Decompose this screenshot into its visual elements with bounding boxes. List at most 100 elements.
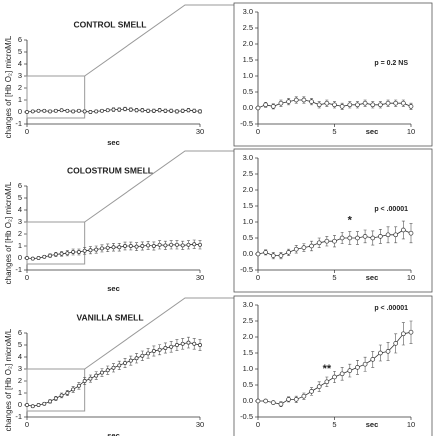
data-point <box>401 331 406 337</box>
data-point <box>82 109 87 114</box>
data-point <box>100 108 104 113</box>
data-point <box>65 251 70 256</box>
y-tick-label: 2.5 <box>243 23 253 32</box>
data-point <box>309 99 314 104</box>
chart-title: COLOSTRUM SMELL <box>67 165 153 175</box>
y-tick-label: 3.0 <box>243 7 253 16</box>
data-point <box>192 242 197 247</box>
data-point <box>71 109 76 114</box>
y-tick-label: -0.5 <box>240 265 253 274</box>
data-point <box>378 234 383 239</box>
y-tick-label: 1.5 <box>243 201 253 210</box>
data-point <box>339 371 345 377</box>
data-point <box>25 110 29 114</box>
data-point <box>76 383 81 388</box>
data-point <box>88 110 93 114</box>
x-tick-label: 5 <box>332 420 336 429</box>
data-point <box>385 232 391 238</box>
y-tick-label: 4 <box>18 59 22 68</box>
data-point <box>117 363 122 368</box>
data-point <box>293 246 299 252</box>
data-point <box>71 250 76 254</box>
data-point <box>30 109 35 114</box>
data-point <box>174 343 179 347</box>
x-tick-label: 0 <box>25 420 29 429</box>
data-point <box>25 403 29 407</box>
data-point <box>123 107 127 111</box>
data-point <box>347 102 353 108</box>
data-point <box>76 108 81 113</box>
data-point <box>123 244 127 248</box>
data-point <box>105 245 110 250</box>
data-point <box>146 351 151 356</box>
data-point <box>128 244 133 248</box>
annotation: p < .00001 <box>374 206 408 213</box>
data-point <box>140 108 145 113</box>
data-point <box>393 100 399 106</box>
data-point <box>48 253 53 258</box>
y-axis-label: changes of [Hb O₂] microM/L <box>4 328 13 431</box>
data-line <box>26 342 201 407</box>
y-tick-label: 2 <box>18 83 22 92</box>
data-point <box>180 341 185 346</box>
data-point <box>192 341 197 346</box>
data-point <box>362 361 368 367</box>
y-tick-label: 0.5 <box>243 380 253 389</box>
data-point <box>278 401 284 407</box>
data-point <box>301 393 307 399</box>
y-tick-label: -1 <box>15 265 22 274</box>
data-point <box>174 109 179 114</box>
x-tick-label: 30 <box>196 127 204 136</box>
data-point <box>157 242 162 247</box>
data-point <box>105 368 110 373</box>
y-tick-label: 2.5 <box>243 169 253 178</box>
data-point <box>36 256 41 260</box>
data-point <box>301 97 307 103</box>
y-tick-label: 4 <box>18 352 22 361</box>
data-point <box>180 243 185 248</box>
data-point <box>82 248 87 253</box>
data-point <box>48 109 53 114</box>
data-point <box>100 370 104 375</box>
y-tick-label: 6 <box>18 328 22 337</box>
y-tick-label: 6 <box>18 35 22 44</box>
y-tick-label: 3.0 <box>243 300 253 309</box>
data-point <box>263 398 268 404</box>
data-point <box>192 108 197 113</box>
data-point <box>186 108 191 113</box>
data-point <box>401 227 406 233</box>
data-point <box>198 242 202 247</box>
y-tick-label: 0.5 <box>243 233 253 242</box>
data-point <box>186 340 191 345</box>
data-point <box>30 256 35 261</box>
x-tick-label: 0 <box>25 127 29 136</box>
significance-marker: * <box>348 214 353 226</box>
panel-frame <box>233 295 433 436</box>
y-tick-label: -1 <box>15 119 22 128</box>
data-point <box>53 108 58 113</box>
data-point <box>174 242 179 247</box>
annotation: p < .00001 <box>374 305 408 312</box>
data-point <box>270 253 276 258</box>
data-point <box>42 254 47 259</box>
data-point <box>186 242 191 247</box>
data-point <box>151 108 156 113</box>
y-tick-label: 1.5 <box>243 55 253 64</box>
data-point <box>370 102 376 108</box>
data-point <box>385 349 391 354</box>
data-point <box>134 244 139 249</box>
y-tick-label: 1 <box>18 388 22 397</box>
data-point <box>111 365 116 370</box>
zoom-box <box>26 221 86 265</box>
y-tick-label: 1.5 <box>243 348 253 357</box>
data-point <box>370 357 376 362</box>
data-point <box>286 250 291 255</box>
data-point <box>65 108 70 113</box>
y-tick-label: 0.0 <box>243 396 253 405</box>
data-point <box>65 391 70 395</box>
y-tick-label: 2.0 <box>243 185 253 194</box>
data-point <box>134 108 139 113</box>
data-point <box>324 100 330 106</box>
data-point <box>88 248 93 253</box>
data-point <box>48 399 53 404</box>
